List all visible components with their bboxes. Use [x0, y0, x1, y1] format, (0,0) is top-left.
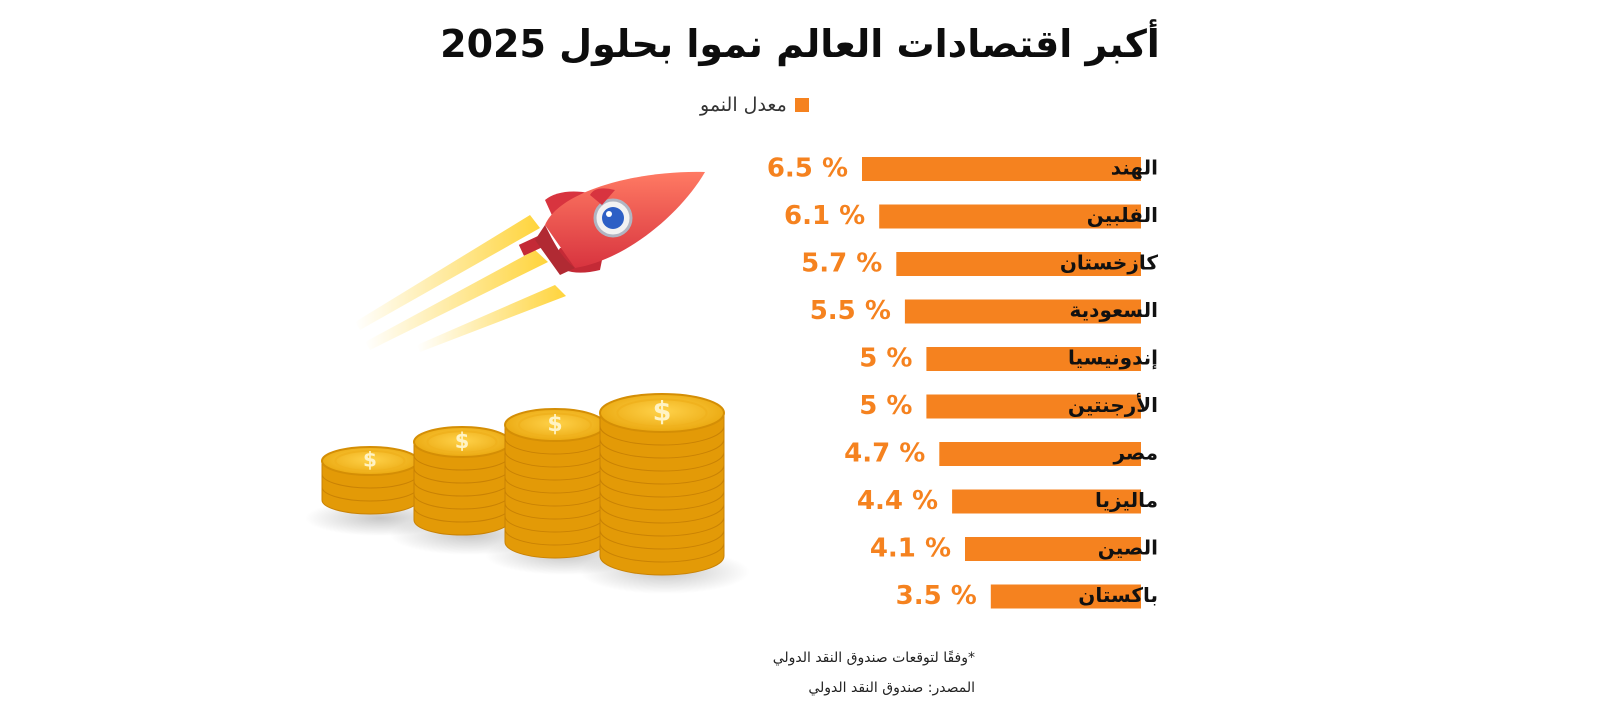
dollar-icon: $ [363, 448, 377, 472]
bar [952, 489, 1141, 514]
bars-group: الهند 6.5 % الفلبين 6.1 % كازخستان 5.7 % السعو… [767, 154, 1159, 612]
illustration: $ $ $ $ [305, 171, 750, 594]
dollar-icon: $ [653, 397, 672, 428]
dollar-icon: $ [455, 429, 470, 453]
category-label: كازخستان [1060, 251, 1159, 275]
value-label: 4.1 % [870, 534, 951, 564]
bar [904, 299, 1141, 324]
source-note: المصدر: صندوق النقد الدولي [808, 680, 975, 696]
category-label: الهند [1111, 156, 1158, 180]
chart-title: أكبر اقتصادات العالم نموا بحلول 2025 [440, 22, 1160, 66]
legend-label: معدل النمو [700, 94, 787, 116]
dollar-icon: $ [547, 412, 562, 437]
bar [862, 157, 1141, 181]
value-label: 3.5 % [896, 581, 977, 611]
category-label: الأرجنتين [1068, 392, 1158, 417]
bar [926, 394, 1141, 419]
value-label: 5 % [859, 391, 912, 421]
category-label: إندونيسيا [1068, 346, 1158, 370]
category-label: باكستان [1078, 583, 1158, 607]
bar [939, 442, 1141, 466]
category-label: الصين [1098, 536, 1158, 560]
category-label: مصر [1112, 441, 1158, 465]
bar [926, 347, 1141, 371]
value-label: 5.7 % [801, 249, 882, 279]
footnote: *وفقًا لتوقعات صندوق النقد الدولي [772, 650, 975, 666]
legend: معدل النمو [700, 90, 850, 120]
value-label: 5.5 % [810, 296, 891, 326]
value-label: 5 % [859, 344, 912, 374]
legend-swatch [794, 98, 809, 112]
value-label: 4.7 % [844, 439, 925, 469]
value-label: 6.5 % [767, 154, 848, 184]
bar [990, 584, 1141, 609]
value-label: 4.4 % [857, 486, 938, 516]
coin-stack-icon: $ $ $ $ [305, 393, 750, 594]
category-label: ماليزيا [1095, 488, 1158, 512]
rocket-icon [355, 171, 705, 352]
bar [879, 204, 1141, 229]
category-label: السعودية [1070, 298, 1158, 322]
value-label: 6.1 % [784, 201, 865, 231]
category-label: الفلبين [1087, 203, 1158, 227]
bar [965, 537, 1141, 561]
bar [896, 252, 1141, 276]
